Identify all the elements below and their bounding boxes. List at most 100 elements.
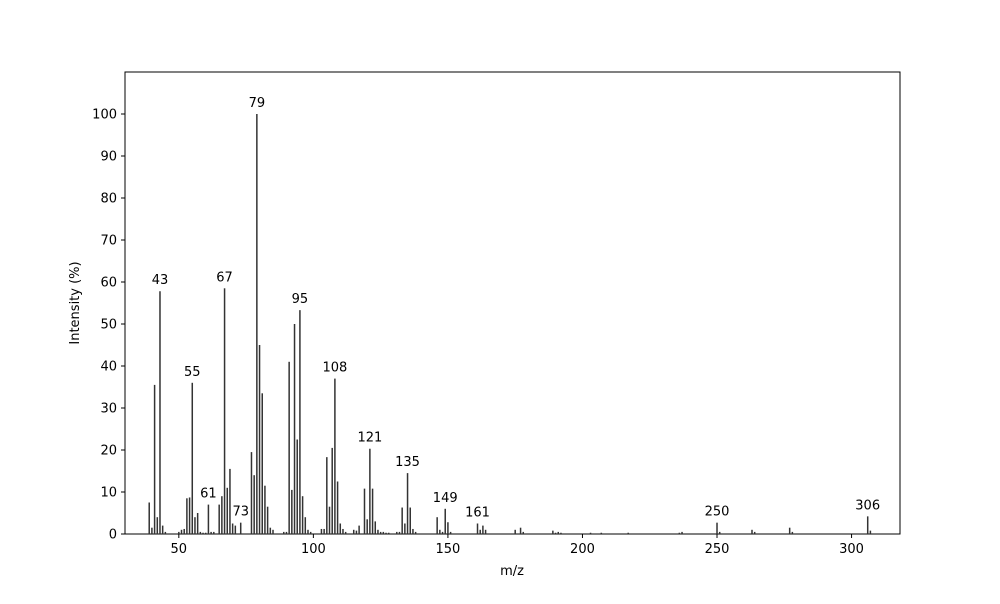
- peak-bar: [229, 468, 231, 534]
- x-tick-label: 50: [171, 542, 188, 557]
- peak-bar: [791, 531, 794, 534]
- peak-bar: [202, 532, 204, 534]
- peak-bar: [444, 508, 446, 534]
- peak-bar: [272, 529, 274, 534]
- peak-bar: [156, 517, 159, 534]
- y-tick-label: 100: [92, 108, 117, 123]
- peak-bar: [339, 523, 342, 534]
- peak-bar: [164, 531, 167, 534]
- peak-bar: [627, 532, 629, 534]
- peak-bar: [293, 324, 296, 534]
- x-tick-label: 200: [570, 542, 595, 557]
- peak-label: 250: [705, 505, 730, 520]
- peak-bar: [194, 517, 196, 534]
- peak-label: 161: [465, 506, 490, 521]
- peak-bar: [788, 527, 791, 534]
- peak-bar: [869, 530, 872, 534]
- peak-bar: [479, 529, 481, 534]
- y-tick-label: 70: [100, 234, 117, 249]
- peak-bar: [366, 519, 368, 534]
- y-tick-label: 50: [100, 318, 117, 333]
- peak-bar: [239, 522, 242, 534]
- peak-bar: [404, 523, 406, 534]
- peak-bar: [231, 523, 234, 534]
- peak-bar: [753, 531, 756, 534]
- peak-bar: [299, 310, 301, 534]
- peak-bar: [484, 529, 487, 534]
- peak-bar: [560, 532, 562, 534]
- peak-label: 149: [433, 491, 458, 506]
- peak-bar: [600, 532, 603, 534]
- peak-bar: [301, 496, 304, 534]
- peak-bar: [148, 502, 150, 534]
- peak-bar: [323, 528, 325, 534]
- x-axis-label: m/z: [500, 564, 524, 579]
- peak-bar: [223, 288, 226, 534]
- peak-bar: [476, 523, 479, 534]
- peak-bar: [320, 528, 323, 534]
- peak-bar: [250, 452, 253, 534]
- peak-bar: [309, 531, 312, 534]
- peak-bar: [447, 522, 449, 534]
- y-tick-label: 80: [100, 192, 117, 207]
- y-tick-label: 40: [100, 360, 117, 375]
- peak-bar: [221, 496, 223, 534]
- peak-bar: [199, 531, 202, 534]
- peak-bar: [196, 513, 199, 534]
- peak-bar: [369, 448, 371, 534]
- peak-bar: [441, 531, 444, 534]
- peak-bar: [331, 447, 333, 534]
- peak-bar: [207, 504, 210, 534]
- peak-bar: [269, 527, 272, 534]
- y-tick-label: 90: [100, 150, 117, 165]
- peak-bar: [307, 529, 309, 534]
- peak-bar: [328, 506, 331, 534]
- peak-label: 79: [249, 96, 266, 111]
- peak-bar: [326, 457, 328, 534]
- peak-label: 95: [292, 292, 309, 307]
- peak-bar: [226, 487, 229, 534]
- peak-bar: [716, 522, 718, 534]
- peak-bar: [178, 531, 180, 534]
- peak-bar: [482, 525, 484, 534]
- peak-bar: [258, 345, 261, 534]
- peak-bar: [412, 528, 414, 534]
- peak-bar: [234, 525, 237, 534]
- peak-bar: [336, 481, 339, 534]
- peak-bar: [296, 439, 298, 534]
- peak-label: 67: [216, 270, 233, 285]
- y-tick-label: 10: [100, 486, 117, 501]
- peak-bar: [371, 488, 374, 534]
- y-tick-label: 20: [100, 444, 117, 459]
- peak-bar: [213, 531, 215, 534]
- y-tick-label: 60: [100, 276, 117, 291]
- peak-bar: [153, 384, 156, 534]
- peak-bar: [554, 532, 557, 534]
- peak-bar: [678, 532, 681, 534]
- peak-bar: [342, 528, 344, 534]
- peak-bar: [439, 529, 441, 534]
- peak-bar: [522, 531, 525, 534]
- peak-bar: [355, 530, 358, 534]
- peak-bar: [161, 525, 164, 534]
- peak-bar: [379, 531, 382, 534]
- peak-bar: [288, 361, 290, 534]
- peak-label: 55: [184, 365, 201, 380]
- peak-bar: [291, 489, 293, 534]
- peak-bar: [406, 473, 409, 534]
- peak-label: 73: [232, 505, 249, 520]
- peak-bar: [266, 506, 269, 534]
- peak-bar: [382, 531, 385, 534]
- peak-bar: [253, 475, 255, 534]
- peak-label: 43: [152, 273, 169, 288]
- peak-label: 135: [395, 455, 420, 470]
- peak-bar: [387, 532, 390, 534]
- peak-bar: [358, 525, 360, 534]
- peak-bar: [363, 488, 366, 534]
- peak-bar: [374, 521, 377, 534]
- peak-bar: [210, 531, 212, 534]
- peak-bar: [414, 531, 417, 534]
- peak-bar: [256, 114, 258, 534]
- x-tick-label: 300: [839, 542, 864, 557]
